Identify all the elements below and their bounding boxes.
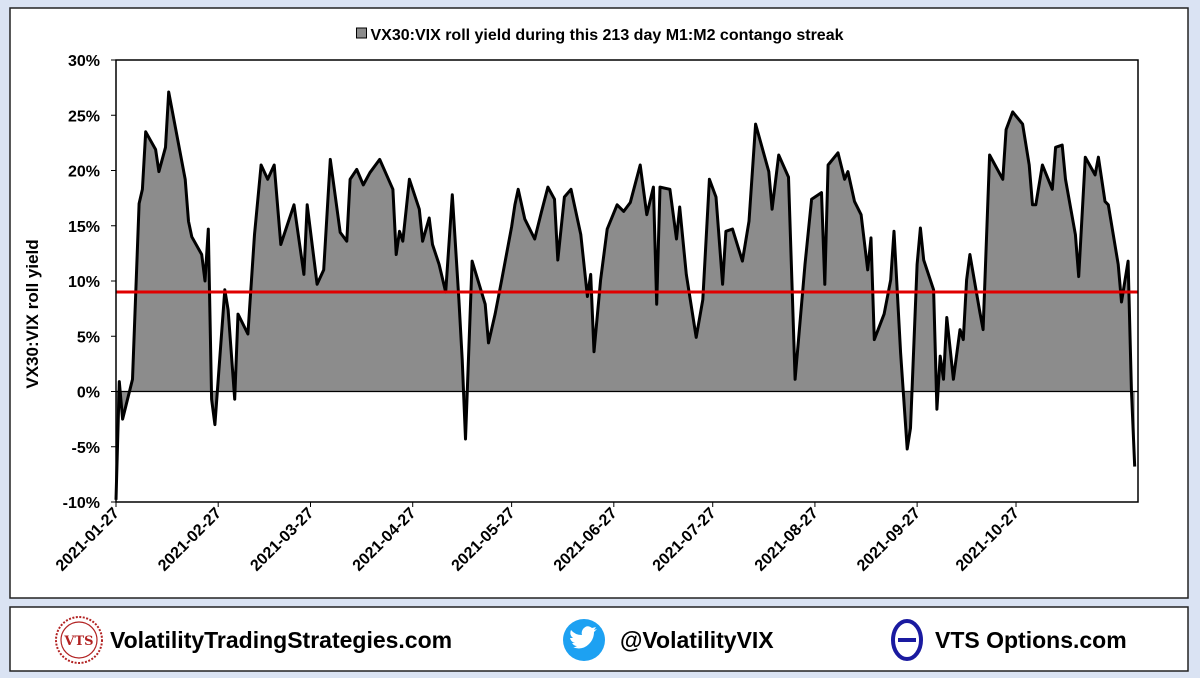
vts-logo: VTS [55,616,103,664]
y-tick-label: 0% [77,385,100,402]
twitter-bird [570,626,597,649]
legend-swatch [355,27,367,39]
plot-frame [115,59,1139,503]
theta-icon [891,619,923,661]
legend-label: VX30:VIX roll yield during this 213 day … [370,27,843,44]
area-fill [116,92,1135,500]
footer-twitter: @VolatilityVIX [620,627,774,653]
y-tick-label: 15% [68,219,100,236]
y-axis-label: VX30:VIX roll yield [23,239,42,388]
y-tick-label: 10% [68,274,100,291]
y-tick-label: -10% [63,495,100,512]
area-line [114,90,1137,500]
legend: VX30:VIX roll yield during this 213 day … [355,27,844,44]
logo-inner [60,621,98,659]
y-tick-label: 25% [68,108,100,125]
twitter-icon [563,619,605,661]
y-tick-label: -5% [72,440,100,457]
footer-site: VolatilityTradingStrategies.com [110,627,452,653]
footer-options: VTS Options.com [935,627,1127,653]
y-tick-label: 30% [68,53,100,70]
logo-text: VTS [63,634,93,649]
y-tick-label: 20% [68,164,100,181]
y-tick-label: 5% [77,329,100,346]
